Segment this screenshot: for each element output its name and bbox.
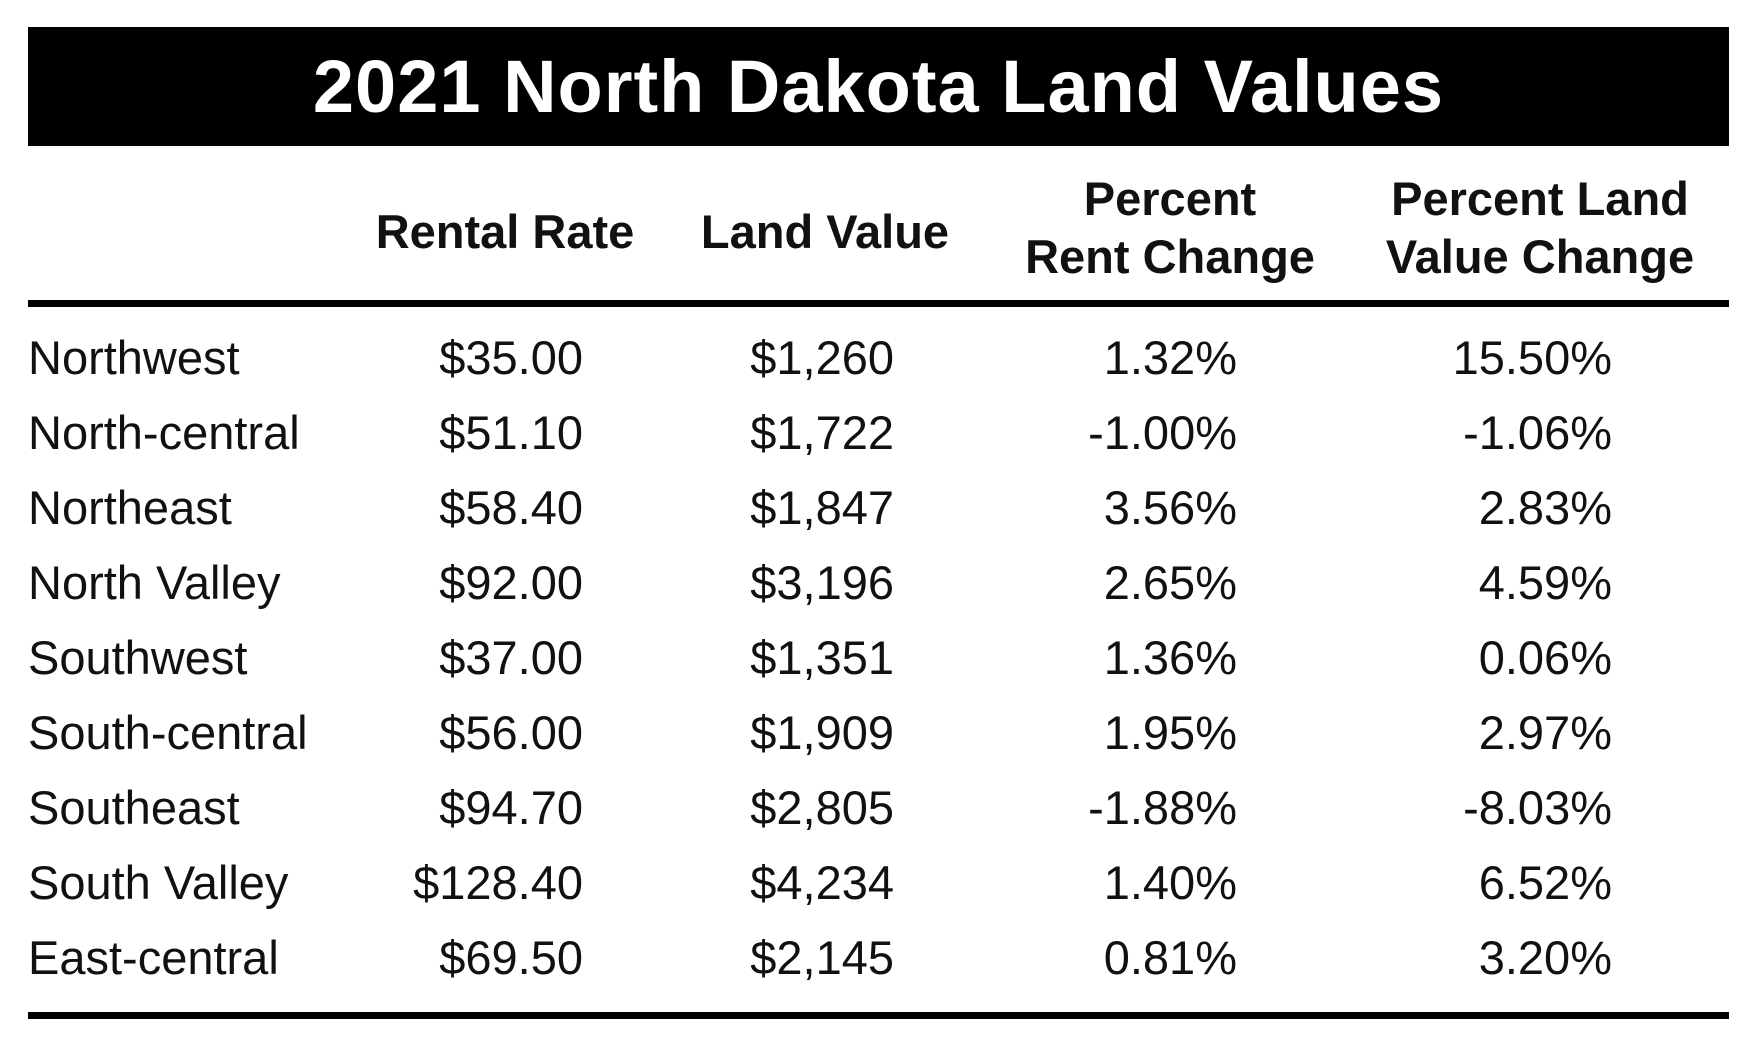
header-percent-land-value-change-line1: Percent Land (1391, 172, 1689, 225)
region-cell: Northeast (28, 481, 232, 534)
rental-rate-cell: $128.40 (413, 856, 583, 909)
land-value-cell: $4,234 (750, 856, 894, 909)
header-percent-rent-change-line2: Rent Change (1025, 230, 1315, 283)
percent-rent-change-cell: 1.40% (1103, 856, 1237, 909)
land-value-cell: $1,260 (750, 331, 894, 384)
table-row: Southeast $94.70 $2,805 -1.88% -8.03% (0, 770, 1750, 845)
rental-rate-cell: $56.00 (439, 706, 583, 759)
table-row: Northeast $58.40 $1,847 3.56% 2.83% (0, 470, 1750, 545)
land-value-cell: $2,805 (750, 781, 894, 834)
percent-land-value-change-cell: 2.83% (1478, 481, 1612, 534)
table-row: North Valley $92.00 $3,196 2.65% 4.59% (0, 545, 1750, 620)
percent-land-value-change-cell: 6.52% (1478, 856, 1612, 909)
table-row: South-central $56.00 $1,909 1.95% 2.97% (0, 695, 1750, 770)
percent-land-value-change-cell: 2.97% (1478, 706, 1612, 759)
rental-rate-cell: $58.40 (439, 481, 583, 534)
percent-land-value-change-cell: 15.50% (1452, 331, 1612, 384)
percent-rent-change-cell: 1.36% (1103, 631, 1237, 684)
header-divider (28, 300, 1729, 307)
table-row: Northwest $35.00 $1,260 1.32% 15.50% (0, 320, 1750, 395)
table-body: Northwest $35.00 $1,260 1.32% 15.50% Nor… (0, 320, 1750, 995)
land-value-cell: $1,351 (750, 631, 894, 684)
header-percent-rent-change-line1: Percent (1083, 172, 1257, 225)
percent-land-value-change-cell: -8.03% (1463, 781, 1612, 834)
region-cell: South-central (28, 706, 308, 759)
land-value-cell: $2,145 (750, 931, 894, 984)
percent-land-value-change-cell: 3.20% (1478, 931, 1612, 984)
percent-land-value-change-cell: -1.06% (1463, 406, 1612, 459)
land-value-cell: $3,196 (750, 556, 894, 609)
percent-land-value-change-cell: 4.59% (1478, 556, 1612, 609)
rental-rate-cell: $94.70 (439, 781, 583, 834)
percent-rent-change-cell: 3.56% (1103, 481, 1237, 534)
rental-rate-cell: $37.00 (439, 631, 583, 684)
region-cell: North-central (28, 406, 300, 459)
percent-rent-change-cell: -1.88% (1088, 781, 1237, 834)
percent-rent-change-cell: 1.95% (1103, 706, 1237, 759)
header-percent-land-value-change: Percent Land Value Change (1370, 170, 1710, 286)
region-cell: Northwest (28, 331, 240, 384)
percent-rent-change-cell: 1.32% (1103, 331, 1237, 384)
header-rental-rate-label: Rental Rate (375, 205, 635, 258)
rental-rate-cell: $92.00 (439, 556, 583, 609)
percent-rent-change-cell: 0.81% (1103, 931, 1237, 984)
table-row: East-central $69.50 $2,145 0.81% 3.20% (0, 920, 1750, 995)
rental-rate-cell: $51.10 (439, 406, 583, 459)
land-value-cell: $1,909 (750, 706, 894, 759)
title-bar: 2021 North Dakota Land Values (28, 27, 1729, 146)
percent-rent-change-cell: -1.00% (1088, 406, 1237, 459)
header-percent-rent-change: Percent Rent Change (1000, 170, 1340, 286)
header-land-value-label: Land Value (700, 205, 950, 258)
percent-rent-change-cell: 2.65% (1103, 556, 1237, 609)
header-rental-rate: Rental Rate (345, 203, 665, 261)
land-value-cell: $1,847 (750, 481, 894, 534)
bottom-divider (28, 1012, 1729, 1019)
region-cell: East-central (28, 931, 279, 984)
region-cell: Southwest (28, 631, 248, 684)
header-land-value: Land Value (665, 203, 985, 261)
rental-rate-cell: $69.50 (439, 931, 583, 984)
table-title: 2021 North Dakota Land Values (312, 44, 1445, 128)
region-cell: North Valley (28, 556, 281, 609)
land-value-cell: $1,722 (750, 406, 894, 459)
table-row: South Valley $128.40 $4,234 1.40% 6.52% (0, 845, 1750, 920)
table-row: North-central $51.10 $1,722 -1.00% -1.06… (0, 395, 1750, 470)
header-percent-land-value-change-line2: Value Change (1385, 230, 1695, 283)
rental-rate-cell: $35.00 (439, 331, 583, 384)
table-row: Southwest $37.00 $1,351 1.36% 0.06% (0, 620, 1750, 695)
region-cell: South Valley (28, 856, 289, 909)
region-cell: Southeast (28, 781, 240, 834)
percent-land-value-change-cell: 0.06% (1478, 631, 1612, 684)
